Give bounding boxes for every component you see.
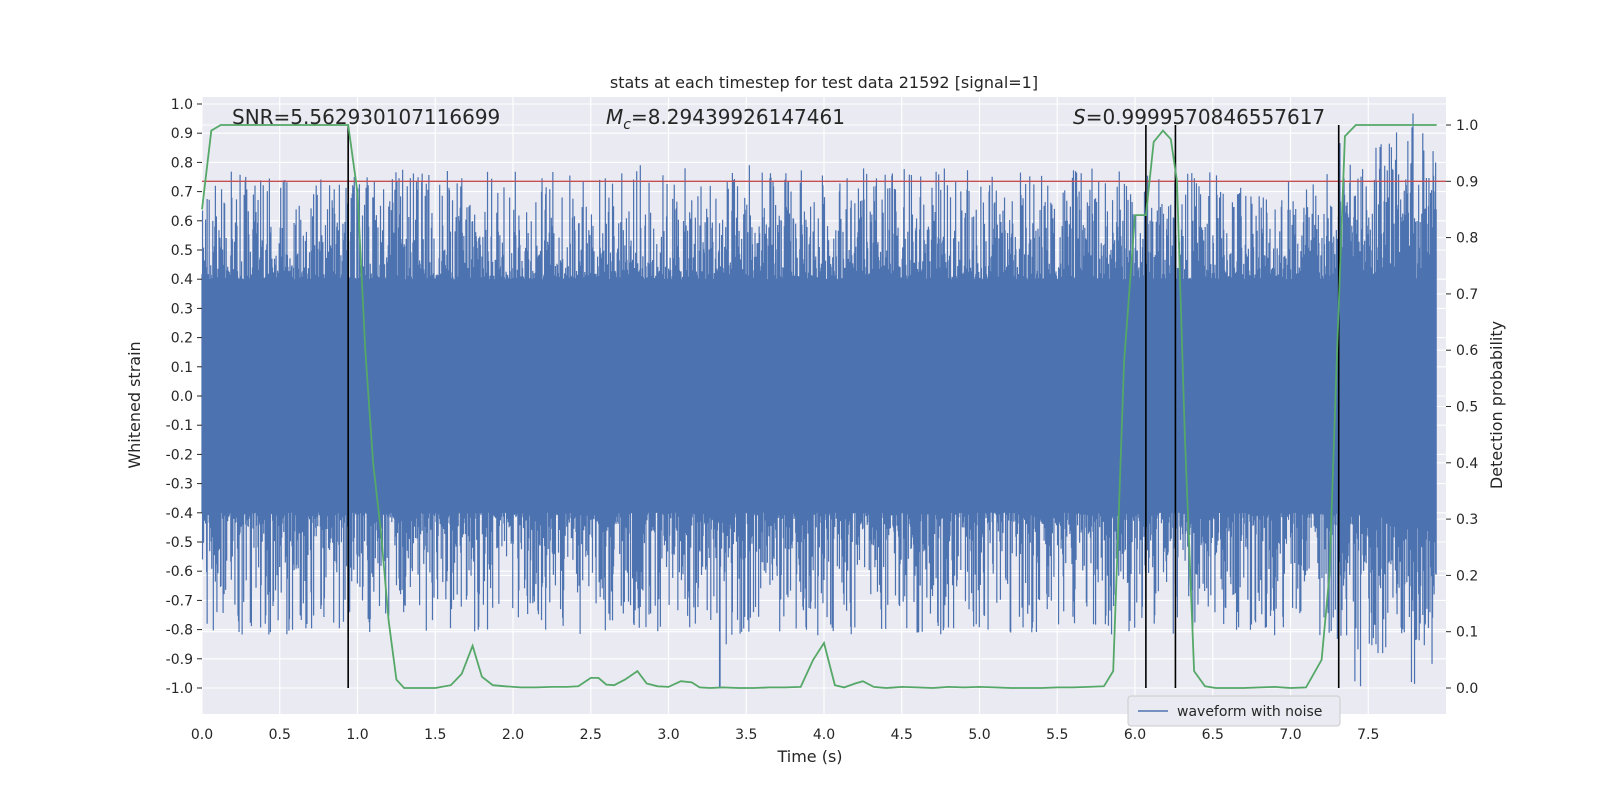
x-tick-label: 4.0 xyxy=(813,727,835,743)
x-tick-label: 7.5 xyxy=(1357,727,1379,743)
waveform-line xyxy=(201,113,1437,688)
x-tick-label: 5.5 xyxy=(1046,727,1068,743)
y2-tick-label: 0.5 xyxy=(1456,400,1478,416)
y2-axis-label: Detection probability xyxy=(1487,321,1506,489)
y2-tick-label: 0.3 xyxy=(1456,512,1478,528)
y-tick-label: 0.3 xyxy=(171,301,193,317)
y2-tick-label: 0.2 xyxy=(1456,568,1478,584)
y-tick-label: 0.1 xyxy=(171,360,193,376)
y2-tick-label: 0.1 xyxy=(1456,625,1478,641)
chirp-mass-subscript: c xyxy=(623,117,631,133)
chirp-mass-annotation: Mc=8.29439926147461 xyxy=(606,105,845,133)
x-tick-label: 0.0 xyxy=(191,727,213,743)
y-tick-label: 0.2 xyxy=(171,331,193,347)
ticks: 0.0 0.5 1.0 1.5 2.0 2.5 3.0 3.5 4.0 4.5 5.0 5.5 6.0 6… xyxy=(166,97,1479,743)
chart-title: stats at each timestep for test data 215… xyxy=(610,73,1038,92)
chirp-mass-symbol: M xyxy=(606,105,623,129)
y-tick-label: 0.9 xyxy=(171,126,193,142)
x-tick-label: 6.5 xyxy=(1202,727,1224,743)
y-tick-label: 0.5 xyxy=(171,243,193,259)
y2-tick-label: 0.4 xyxy=(1456,456,1478,472)
x-tick-label: 6.0 xyxy=(1124,727,1146,743)
y-tick-label: -0.4 xyxy=(166,506,193,522)
y-tick-label: -1.0 xyxy=(166,681,193,697)
x-tick-label: 5.0 xyxy=(968,727,990,743)
score-value: =0.9999570846557617 xyxy=(1086,105,1325,129)
y2-tick-label: 0.8 xyxy=(1456,231,1478,247)
y-tick-label: 0.0 xyxy=(171,389,193,405)
y-tick-label: 0.6 xyxy=(171,214,193,230)
y-tick-label: -0.9 xyxy=(166,652,193,668)
y2-tick-label: 0.6 xyxy=(1456,343,1478,359)
waveform-series xyxy=(201,113,1437,688)
y-axis-label: Whitened strain xyxy=(125,341,144,468)
x-tick-label: 0.5 xyxy=(269,727,291,743)
score-symbol: S xyxy=(1073,105,1086,129)
x-tick-label: 1.5 xyxy=(424,727,446,743)
y-tick-label: -0.1 xyxy=(166,418,193,434)
x-tick-label: 2.5 xyxy=(580,727,602,743)
x-tick-label: 3.0 xyxy=(657,727,679,743)
y-tick-label: -0.7 xyxy=(166,593,193,609)
x-tick-label: 1.0 xyxy=(346,727,368,743)
x-tick-label: 7.0 xyxy=(1279,727,1301,743)
y2-tick-label: 0.0 xyxy=(1456,681,1478,697)
y2-tick-label: 0.7 xyxy=(1456,287,1478,303)
y-tick-label: 1.0 xyxy=(171,97,193,113)
legend-waveform-label: waveform with noise xyxy=(1177,704,1322,720)
y-tick-label: 0.4 xyxy=(171,272,193,288)
snr-annotation: SNR=5.562930107116699 xyxy=(232,105,500,129)
y-tick-label: -0.6 xyxy=(166,564,193,580)
x-tick-label: 2.0 xyxy=(502,727,524,743)
y-tick-label: -0.3 xyxy=(166,477,193,493)
probability-line xyxy=(201,124,1437,689)
x-tick-label: 3.5 xyxy=(735,727,757,743)
y2-tick-label: 0.9 xyxy=(1456,174,1478,190)
chirp-mass-value: =8.29439926147461 xyxy=(631,105,845,129)
y-tick-label: -0.8 xyxy=(166,623,193,639)
legend-box xyxy=(1127,695,1341,727)
y-tick-label: 0.7 xyxy=(171,185,193,201)
legend: waveform with noise xyxy=(1127,695,1341,727)
score-annotation: S=0.9999570846557617 xyxy=(1073,105,1325,129)
y-tick-label: -0.5 xyxy=(166,535,193,551)
x-axis-label: Time (s) xyxy=(776,747,842,766)
x-tick-label: 4.5 xyxy=(891,727,913,743)
y-tick-label: 0.8 xyxy=(171,155,193,171)
y2-tick-label: 1.0 xyxy=(1456,118,1478,134)
overlay xyxy=(201,124,1446,689)
y-tick-label: -0.2 xyxy=(166,447,193,463)
